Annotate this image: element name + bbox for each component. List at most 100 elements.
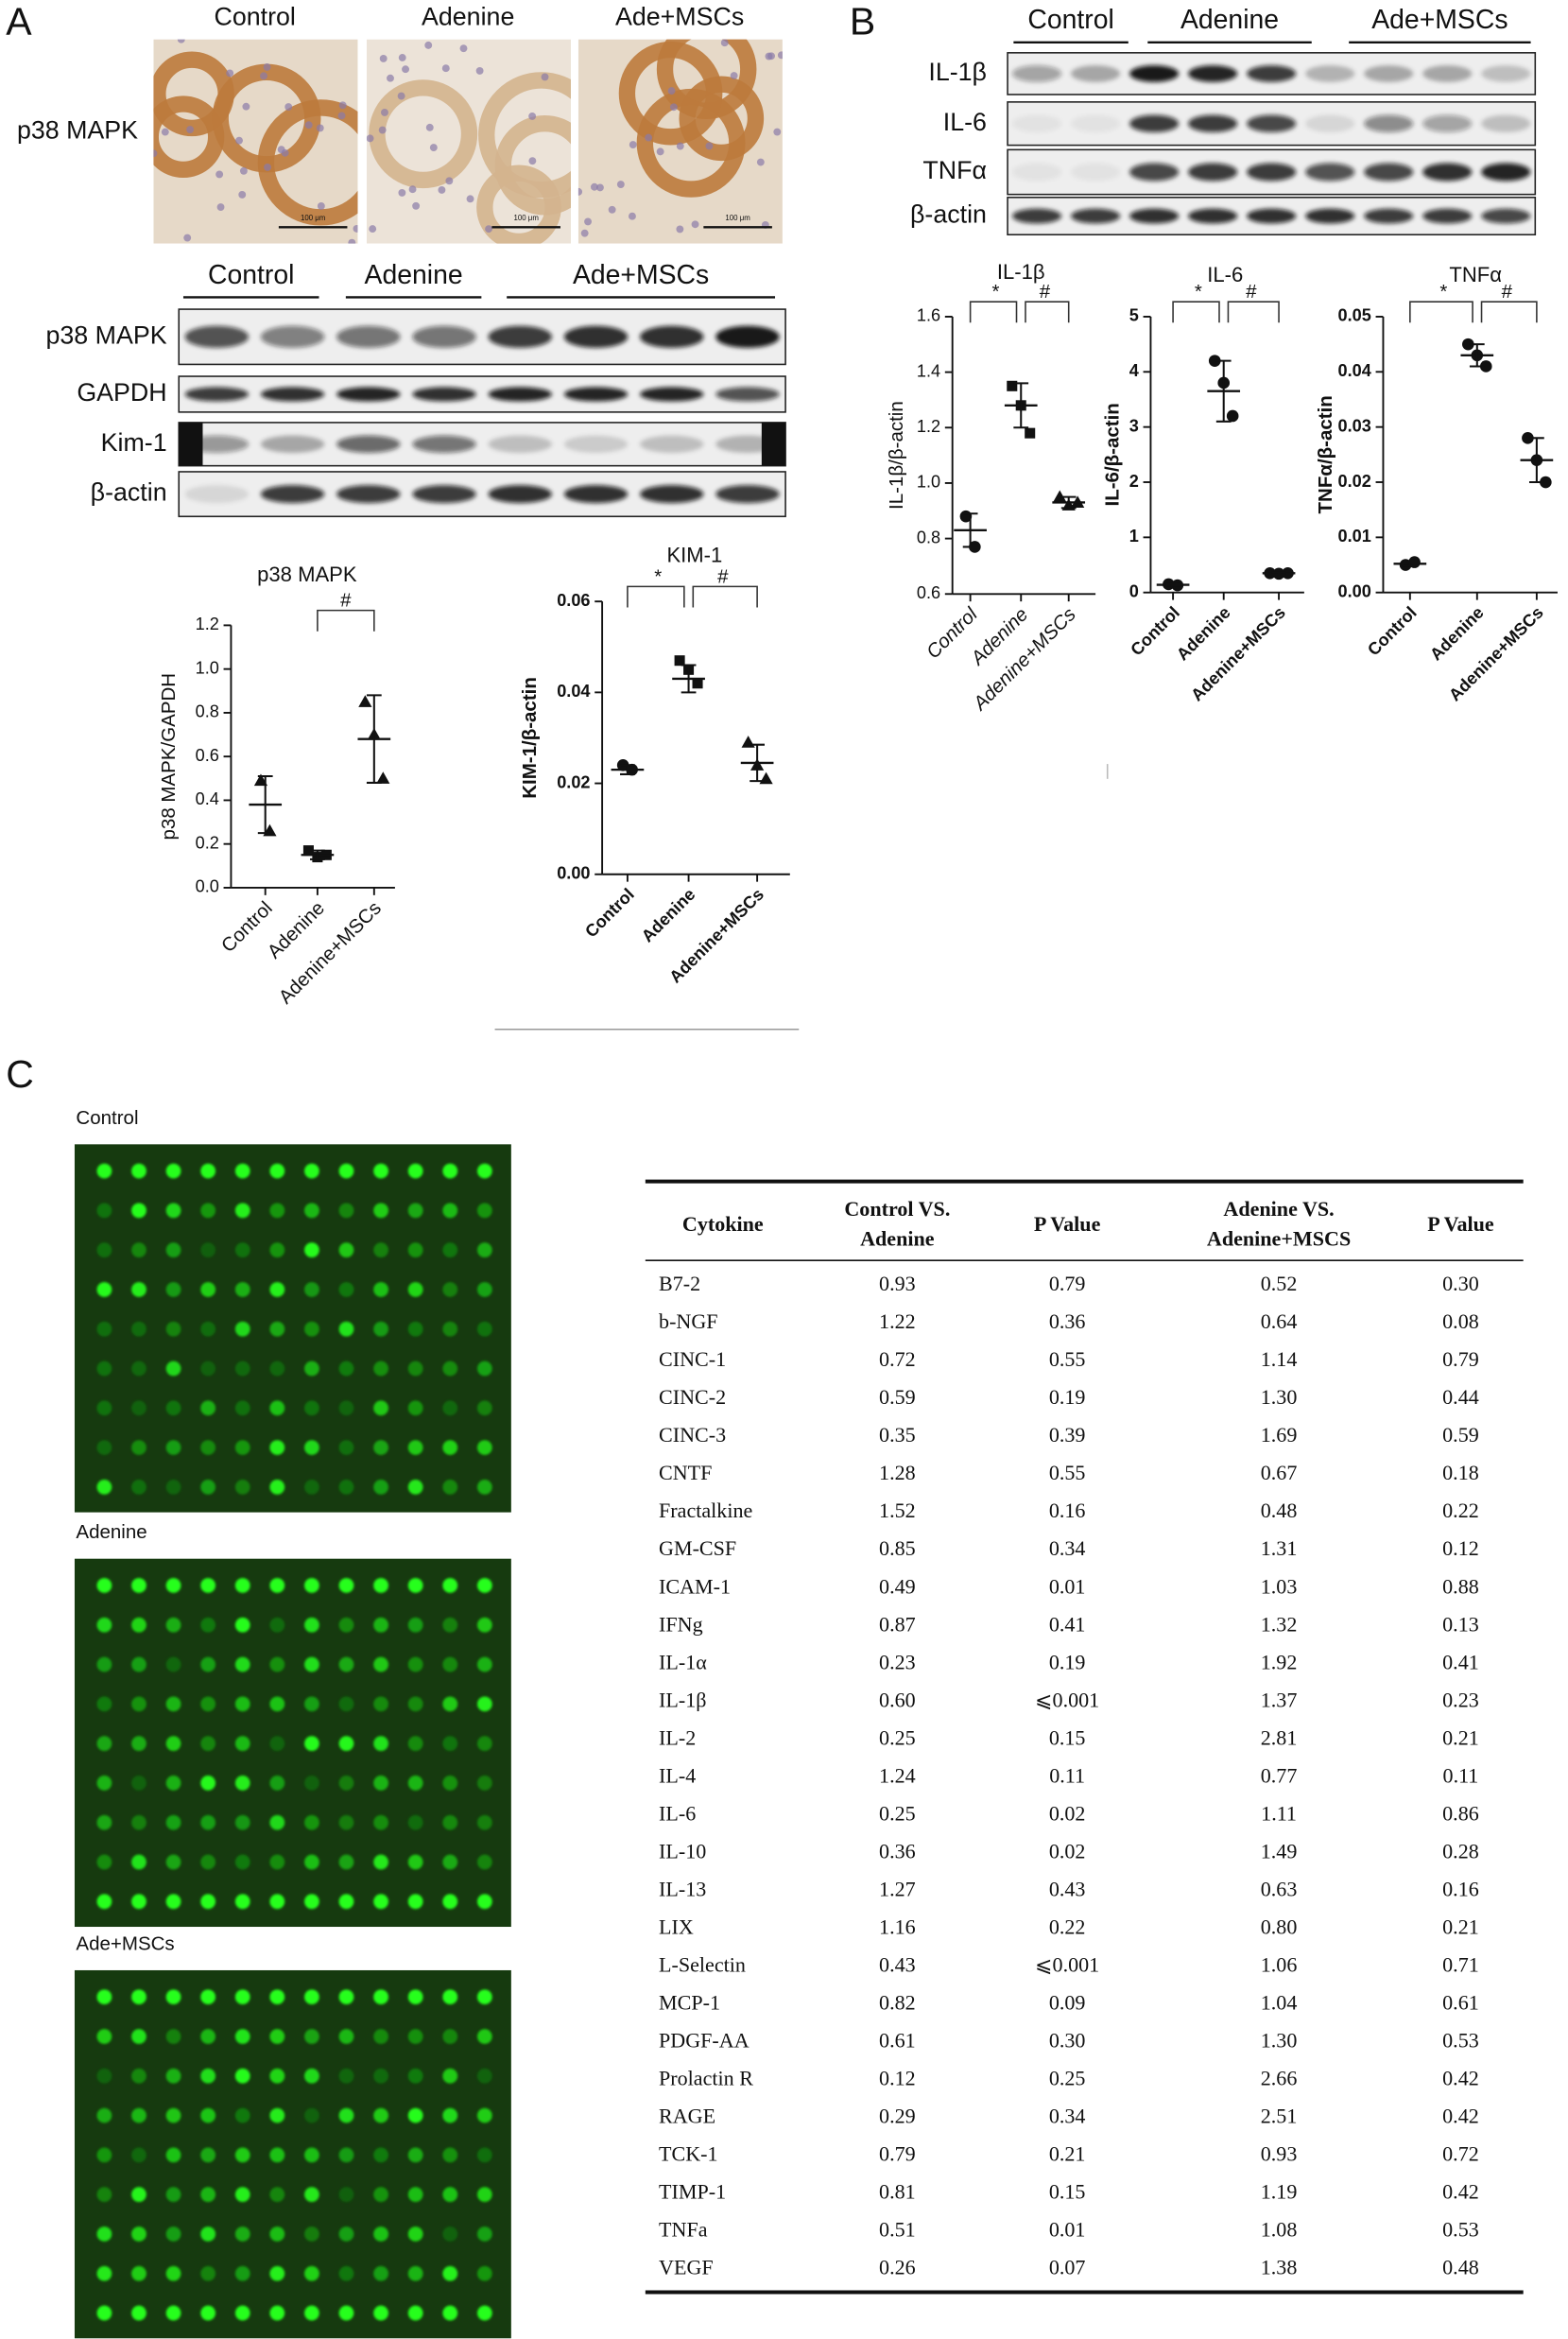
- array-spot: [304, 1480, 319, 1495]
- blot-band: [488, 387, 552, 402]
- y-tick-label: 0.04: [557, 682, 590, 701]
- array-spot: [131, 2029, 146, 2044]
- nucleus: [304, 121, 313, 130]
- array-spot: [304, 2226, 319, 2242]
- array-spot: [373, 2265, 388, 2281]
- nucleus: [216, 203, 225, 211]
- array-spot: [269, 1894, 285, 1910]
- blot-band: [1481, 114, 1531, 132]
- blot-band: [1247, 208, 1297, 224]
- blot-label: Kim-1: [101, 428, 167, 457]
- array-spot: [269, 2029, 285, 2044]
- blot-band: [184, 325, 250, 348]
- blot-band: [184, 387, 250, 402]
- y-tick-label: 1.0: [917, 473, 940, 492]
- array-spot: [304, 2265, 319, 2281]
- array-spot: [234, 1617, 250, 1633]
- array-spot: [407, 2068, 423, 2084]
- array-spot: [200, 1814, 216, 1830]
- array-spot: [304, 1400, 319, 1416]
- nucleus: [528, 157, 537, 165]
- blot-band: [1129, 65, 1180, 82]
- table-cell: 0.13: [1442, 1612, 1479, 1636]
- array-spot: [338, 1321, 354, 1337]
- blot-band: [488, 485, 552, 504]
- array-spot: [234, 2068, 250, 2084]
- array-spot: [442, 2107, 458, 2123]
- table-cell: 1.30: [1261, 2029, 1298, 2053]
- nucleus: [773, 128, 782, 136]
- panel-label: A: [6, 0, 32, 43]
- array-spot: [131, 1163, 146, 1179]
- nucleus: [616, 181, 625, 189]
- array-spot: [338, 2068, 354, 2084]
- array-spot: [200, 1242, 216, 1258]
- tubule: [636, 88, 746, 198]
- data-point: [1025, 427, 1036, 439]
- array-spot: [476, 1854, 492, 1870]
- table-cell: 0.12: [1442, 1536, 1479, 1560]
- array-spot: [373, 1656, 388, 1672]
- array-spot: [131, 1203, 146, 1219]
- array-spot: [234, 1656, 250, 1672]
- nucleus: [177, 39, 185, 43]
- x-tick-label: Control: [581, 885, 638, 942]
- array-spot: [442, 1400, 458, 1416]
- array-spot: [476, 1656, 492, 1672]
- data-point: [302, 845, 314, 857]
- panel-label: B: [850, 0, 875, 43]
- array-spot: [476, 2226, 492, 2242]
- error-bar: [620, 764, 635, 775]
- blot-band: [1422, 208, 1473, 224]
- array-spot: [200, 1321, 216, 1337]
- table-cell: B7-2: [659, 1272, 700, 1295]
- array-spot: [234, 2305, 250, 2321]
- array-spot: [131, 2068, 146, 2084]
- array-spot: [338, 2265, 354, 2281]
- array-spot: [200, 1736, 216, 1752]
- array-spot: [338, 2029, 354, 2044]
- nucleus: [691, 220, 699, 229]
- blot-band: [640, 387, 704, 402]
- array-spot: [373, 1814, 388, 1830]
- significance-mark: #: [1246, 281, 1257, 303]
- nucleus: [577, 187, 583, 196]
- table-cell: 0.67: [1261, 1461, 1298, 1484]
- significance-mark: *: [1195, 281, 1202, 303]
- array-spot: [131, 2265, 146, 2281]
- nucleus: [528, 113, 537, 120]
- array-spot: [269, 2147, 285, 2163]
- array-spot: [407, 1814, 423, 1830]
- y-tick-label: 0: [1129, 581, 1139, 600]
- array-spot: [200, 1656, 216, 1672]
- data-point: [1226, 409, 1239, 423]
- y-tick-label: 0.2: [196, 833, 219, 852]
- array-image: [74, 1969, 511, 2339]
- array-spot: [234, 1894, 250, 1910]
- blot-band: [1129, 114, 1180, 132]
- array-spot: [234, 1736, 250, 1752]
- array-spot: [476, 1578, 492, 1593]
- array-spot: [234, 1578, 250, 1593]
- array-spot: [269, 1656, 285, 1672]
- array-spot: [442, 2029, 458, 2044]
- array-spot: [304, 1814, 319, 1830]
- error-bar: [1528, 437, 1544, 484]
- table-cell: IL-13: [659, 1877, 706, 1900]
- nucleus: [412, 201, 421, 210]
- data-point: [358, 695, 372, 707]
- data-point: [674, 655, 685, 667]
- y-tick-label: 0.05: [1338, 306, 1371, 325]
- blot-band: [336, 325, 401, 348]
- array-spot: [373, 2305, 388, 2321]
- histology-row-label: p38 MAPK: [17, 115, 138, 144]
- nucleus: [584, 217, 592, 226]
- table-cell: 2.66: [1261, 2067, 1298, 2090]
- error-bar: [681, 664, 697, 694]
- blot-band: [1422, 114, 1473, 132]
- table-cell: VEGF: [659, 2256, 714, 2279]
- blot-band: [1247, 65, 1297, 82]
- blot-band: [1012, 65, 1062, 82]
- table-cell: 0.71: [1442, 1953, 1479, 1977]
- array-spot: [131, 1400, 146, 1416]
